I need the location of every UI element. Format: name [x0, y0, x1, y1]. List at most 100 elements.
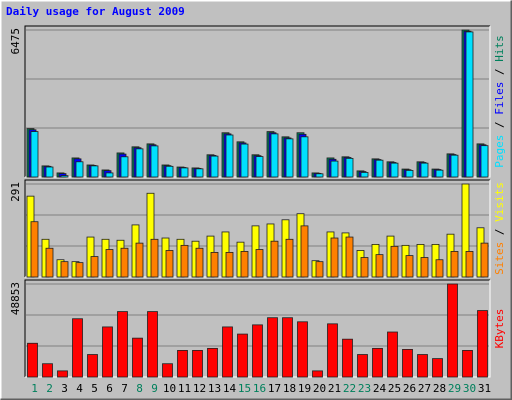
bar — [405, 170, 414, 178]
bar — [150, 145, 159, 178]
legend: Sites / Visits — [493, 182, 506, 275]
bar — [240, 143, 249, 178]
legend-entry: Files — [493, 82, 506, 115]
x-tick-label: 8 — [136, 382, 143, 395]
plot-area — [25, 26, 490, 177]
legend-separator: / — [493, 62, 506, 82]
legend-entry: Hits — [493, 35, 506, 62]
bar — [240, 251, 249, 278]
bar — [195, 247, 204, 278]
bar — [360, 172, 369, 178]
bar — [60, 261, 69, 278]
legend-entry: Sites — [493, 242, 506, 275]
bar — [135, 148, 144, 178]
bar — [135, 242, 144, 278]
bar — [330, 160, 339, 178]
x-tick-label: 27 — [418, 382, 431, 395]
bar — [102, 326, 113, 378]
bar — [42, 363, 53, 378]
x-tick-label: 2 — [46, 382, 53, 395]
bar — [120, 156, 129, 178]
bar — [435, 259, 444, 278]
bar — [192, 350, 203, 378]
x-tick-label: 21 — [328, 382, 341, 395]
bar — [132, 337, 143, 378]
bar — [297, 321, 308, 378]
bar — [105, 249, 114, 278]
legend-entry: Visits — [493, 182, 506, 222]
bar — [165, 165, 174, 178]
bar — [300, 225, 309, 278]
y-tick-label: 6475 — [9, 28, 22, 55]
bar — [450, 251, 459, 278]
y-tick-label: 291 — [9, 182, 22, 202]
bar — [447, 283, 458, 378]
bar — [225, 134, 234, 178]
bar — [465, 251, 474, 278]
bar — [285, 138, 294, 178]
bar — [357, 354, 368, 378]
x-tick-label: 7 — [121, 382, 128, 395]
legend-entry: KBytes — [493, 309, 506, 349]
chart-title: Daily usage for August 2009 — [6, 5, 185, 18]
bar — [480, 242, 489, 278]
bar — [180, 244, 189, 278]
bar — [270, 240, 279, 278]
bar — [402, 348, 413, 378]
bar — [390, 245, 399, 278]
plot-border-dark — [24, 279, 490, 377]
bar — [480, 145, 489, 178]
x-tick-label: 26 — [403, 382, 416, 395]
bar — [210, 155, 219, 178]
legend-separator: / — [493, 222, 506, 242]
bar — [387, 331, 398, 378]
bar — [146, 192, 155, 278]
x-tick-label: 29 — [448, 382, 461, 395]
legend: KBytes — [493, 309, 506, 349]
bar — [147, 311, 158, 378]
x-tick-label: 22 — [343, 382, 356, 395]
bar — [72, 318, 83, 378]
plot-border-dark — [24, 25, 490, 177]
bar — [330, 237, 339, 278]
x-tick-label: 16 — [253, 382, 266, 395]
x-tick-label: 25 — [388, 382, 401, 395]
bar — [162, 363, 173, 378]
bar — [282, 317, 293, 378]
x-tick-label: 31 — [478, 382, 491, 395]
x-tick-label: 5 — [91, 382, 98, 395]
bar — [222, 326, 233, 378]
bar — [267, 317, 278, 378]
bar — [45, 247, 54, 278]
bar — [237, 333, 248, 378]
x-tick-label: 6 — [106, 382, 113, 395]
x-tick-label: 15 — [238, 382, 251, 395]
bar — [315, 173, 324, 178]
bar — [195, 168, 204, 178]
x-tick-label: 10 — [163, 382, 176, 395]
bar — [300, 136, 309, 178]
bar — [60, 175, 69, 178]
bar — [375, 254, 384, 278]
bar — [465, 31, 474, 178]
bar — [345, 157, 354, 178]
bar — [165, 250, 174, 278]
bar — [30, 221, 39, 278]
bar — [120, 247, 129, 278]
x-tick-label: 4 — [76, 382, 83, 395]
bar — [435, 169, 444, 178]
x-tick-label: 13 — [208, 382, 221, 395]
bar — [207, 347, 218, 378]
x-tick-label: 1 — [31, 382, 38, 395]
bar — [462, 350, 473, 378]
legend-separator: / — [493, 115, 506, 135]
x-tick-label: 11 — [178, 382, 191, 395]
bar — [150, 238, 159, 278]
bar — [57, 370, 68, 378]
bar — [75, 262, 84, 278]
bar — [450, 154, 459, 178]
bar — [30, 131, 39, 178]
bar — [252, 324, 263, 378]
